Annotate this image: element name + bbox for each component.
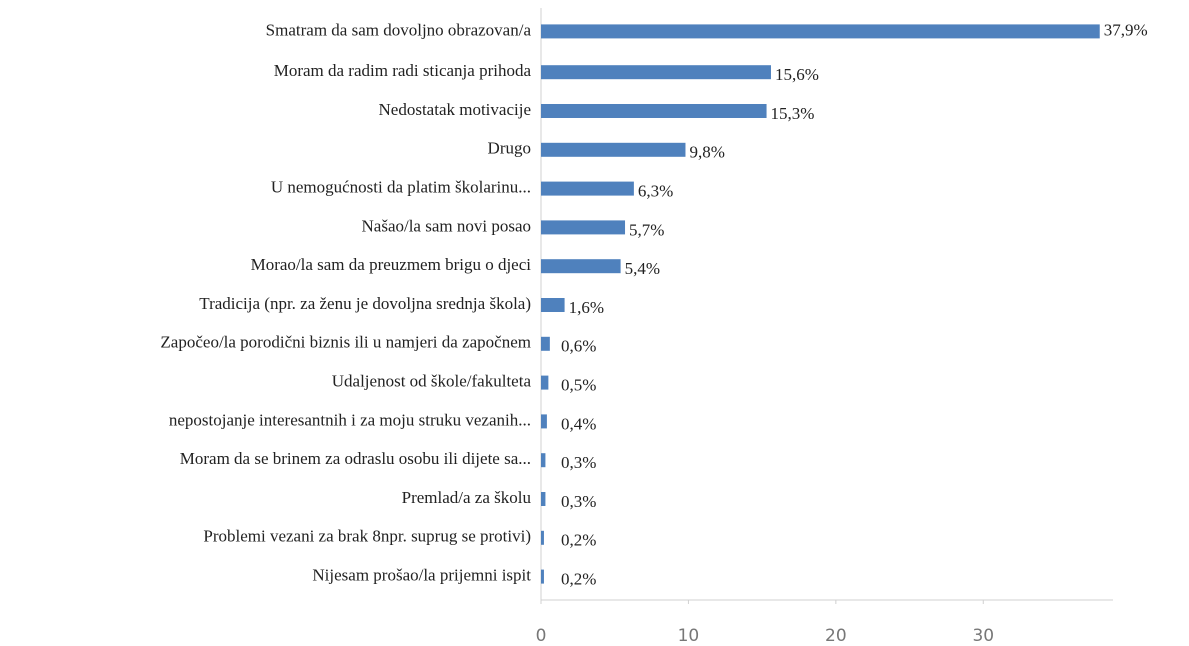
data-label: 0,2%: [561, 570, 596, 589]
category-label: Premlad/a za školu: [402, 488, 532, 507]
category-label: Morao/la sam da preuzmem brigu o djeci: [251, 255, 532, 274]
bar: [541, 220, 626, 235]
x-tick-label: 30: [972, 626, 994, 646]
category-label: Započeo/la porodični biznis ili u namjer…: [160, 333, 531, 352]
category-label: Moram da radim radi sticanja prihoda: [274, 61, 532, 80]
bar: [541, 569, 544, 584]
x-tick-label: 0: [536, 626, 547, 646]
data-label: 0,3%: [561, 492, 596, 511]
bar: [541, 259, 621, 274]
data-label: 0,6%: [561, 337, 596, 356]
bar: [541, 336, 550, 351]
data-label: 15,6%: [775, 65, 819, 84]
data-label: 9,8%: [689, 143, 724, 162]
category-label: U nemogućnosti da platim školarinu...: [271, 178, 531, 197]
bar: [541, 104, 767, 118]
category-label: Udaljenost od škole/fakulteta: [332, 372, 532, 391]
data-label: 0,3%: [561, 453, 596, 472]
category-label: Nedostatak motivacije: [379, 100, 531, 119]
bar: [541, 375, 549, 390]
data-label: 37,9%: [1104, 20, 1148, 39]
data-label: 0,2%: [561, 531, 596, 550]
x-tick-label: 10: [678, 626, 700, 646]
bar: [541, 414, 547, 429]
data-label: 5,4%: [625, 259, 660, 278]
category-label: Našao/la sam novi posao: [362, 216, 532, 235]
bar: [541, 492, 546, 506]
data-label: 1,6%: [569, 298, 604, 317]
bar: [541, 24, 1100, 39]
category-label: Smatram da sam dovoljno obrazovan/a: [266, 20, 532, 39]
bar: [541, 530, 544, 545]
bar: [541, 65, 771, 80]
bar: [541, 453, 546, 468]
data-label: 6,3%: [638, 182, 673, 201]
data-label: 0,5%: [561, 376, 596, 395]
category-label: Moram da se brinem za odraslu osobu ili …: [180, 449, 531, 468]
bar: [541, 142, 686, 157]
bar: [541, 181, 634, 196]
category-label: Nijesam prošao/la prijemni ispit: [312, 566, 531, 585]
x-tick-label: 20: [825, 626, 847, 646]
bar: [541, 298, 565, 312]
data-label: 5,7%: [629, 220, 664, 239]
category-label: Problemi vezani za brak 8npr. suprug se …: [203, 527, 531, 546]
category-label: nepostojanje interesantnih i za moju str…: [169, 410, 531, 429]
category-label: Tradicija (npr. za ženu je dovoljna sred…: [199, 294, 531, 313]
data-label: 15,3%: [771, 104, 815, 123]
category-label: Drugo: [488, 139, 531, 158]
data-label: 0,4%: [561, 414, 596, 433]
